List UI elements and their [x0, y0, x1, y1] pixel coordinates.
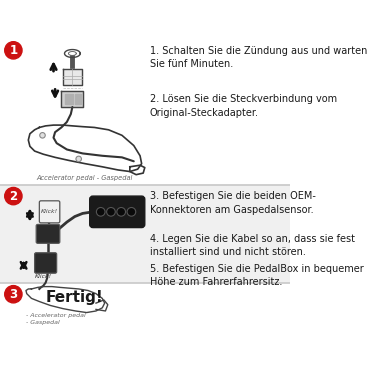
Text: 2: 2 [9, 190, 17, 203]
Bar [75, 94, 81, 104]
Polygon shape [61, 91, 83, 107]
Circle shape [127, 207, 136, 216]
Text: - Accelerator pedal
- Gaspedal: - Accelerator pedal - Gaspedal [26, 313, 86, 325]
FancyBboxPatch shape [35, 253, 57, 273]
FancyBboxPatch shape [39, 201, 60, 223]
Text: 3. Befestigen Sie die beiden OEM-
Konnektoren am Gaspedalsensor.: 3. Befestigen Sie die beiden OEM- Konnek… [149, 192, 315, 215]
Circle shape [107, 207, 115, 216]
Text: Klick!: Klick! [41, 209, 58, 214]
Bar [0, 185, 290, 283]
Text: 1: 1 [9, 44, 17, 57]
Text: 5. Befestigen Sie die PedalBox in bequemer
Höhe zum Fahrerfahrersitz.: 5. Befestigen Sie die PedalBox in bequem… [149, 264, 363, 287]
Circle shape [96, 207, 105, 216]
Bar [65, 94, 73, 104]
FancyBboxPatch shape [90, 196, 145, 228]
Circle shape [5, 286, 22, 303]
Circle shape [76, 156, 82, 162]
Text: 2. Lösen Sie die Steckverbindung vom
Original-Steckadapter.: 2. Lösen Sie die Steckverbindung vom Ori… [149, 94, 337, 118]
FancyBboxPatch shape [36, 224, 60, 243]
Bar [0, 283, 290, 330]
Text: Accelerator pedal - Gaspedal: Accelerator pedal - Gaspedal [36, 175, 132, 181]
Text: 3: 3 [9, 288, 17, 301]
Circle shape [5, 42, 22, 59]
Circle shape [5, 187, 22, 205]
Bar [0, 39, 290, 185]
Circle shape [40, 132, 45, 138]
Polygon shape [63, 69, 82, 85]
Circle shape [117, 207, 125, 216]
Text: 4. Legen Sie die Kabel so an, dass sie fest
installiert sind und nicht stören.: 4. Legen Sie die Kabel so an, dass sie f… [149, 234, 355, 258]
Text: Klick!: Klick! [35, 274, 52, 279]
Text: Fertig!: Fertig! [46, 290, 103, 304]
Text: 1. Schalten Sie die Zündung aus und warten
Sie fünf Minuten.: 1. Schalten Sie die Zündung aus und wart… [149, 46, 367, 69]
